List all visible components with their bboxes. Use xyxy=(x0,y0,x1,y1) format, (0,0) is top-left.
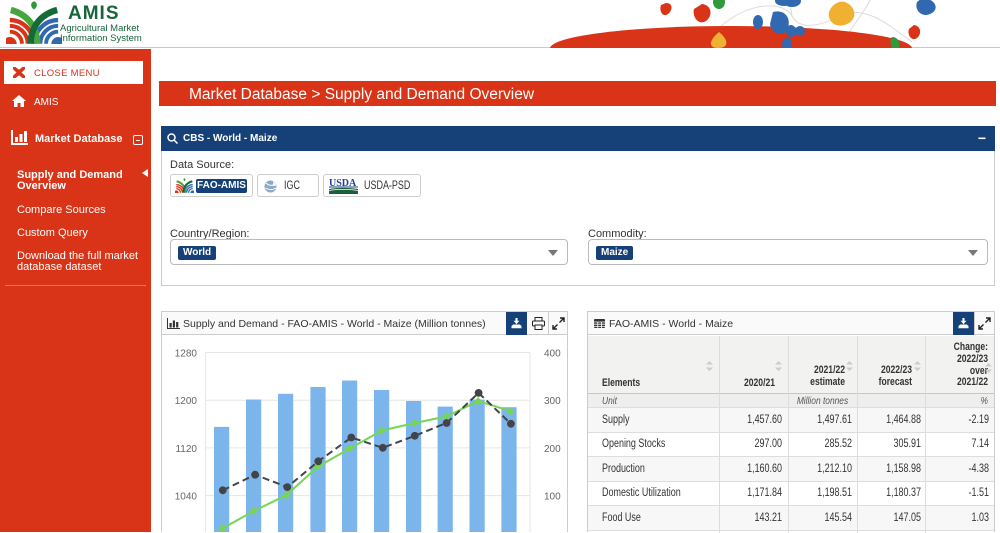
svg-text:300: 300 xyxy=(544,396,561,407)
svg-text:USDA: USDA xyxy=(329,178,357,189)
svg-text:1040: 1040 xyxy=(175,492,198,503)
svg-text:1280: 1280 xyxy=(175,349,198,360)
svg-text:1120: 1120 xyxy=(175,444,197,455)
svg-text:200: 200 xyxy=(544,444,561,455)
svg-text:400: 400 xyxy=(544,349,561,360)
svg-text:1200: 1200 xyxy=(175,396,198,407)
svg-text:100: 100 xyxy=(544,492,561,503)
